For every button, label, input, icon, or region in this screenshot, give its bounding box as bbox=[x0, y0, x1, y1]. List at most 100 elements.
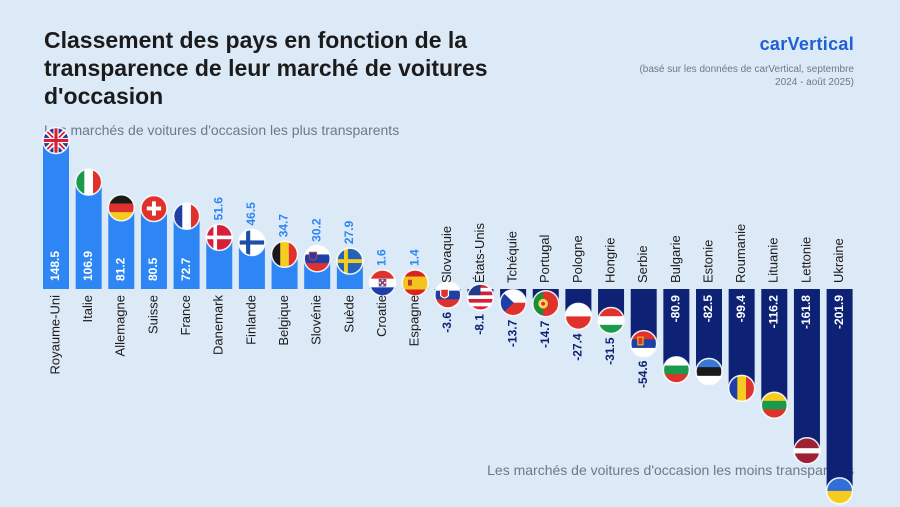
value-label: 30.2 bbox=[309, 218, 323, 242]
bulgaria-flag-icon-ring bbox=[662, 356, 691, 384]
category-label: Slovaquie bbox=[439, 226, 454, 283]
subtitle-most-transparent: Les marchés de voitures d'occasion les p… bbox=[44, 122, 400, 138]
bar bbox=[761, 289, 788, 406]
value-label: 1.4 bbox=[407, 249, 421, 266]
bulgaria-flag-icon bbox=[663, 356, 690, 383]
ukraine-flag-icon bbox=[826, 477, 853, 504]
value-label: 51.6 bbox=[211, 197, 225, 221]
value-label: -8.1 bbox=[473, 314, 487, 335]
slovenia-flag-icon-ring bbox=[303, 245, 331, 273]
category-label: Pologne bbox=[570, 235, 585, 283]
serbia-flag-icon-ring bbox=[629, 329, 658, 358]
value-label: -201.9 bbox=[832, 295, 846, 329]
category-label: Estonie bbox=[700, 240, 715, 283]
belgium-flag-icon-ring bbox=[270, 240, 299, 269]
latvia-flag-icon-ring bbox=[793, 437, 821, 465]
category-label: Danemark bbox=[211, 295, 226, 355]
czechia-flag-icon-ring bbox=[499, 288, 527, 317]
poland-flag-icon bbox=[565, 303, 592, 330]
category-label: Portugal bbox=[537, 234, 552, 283]
category-label: Lituanie bbox=[766, 237, 781, 283]
usa-flag-icon bbox=[467, 284, 494, 311]
value-label: 46.5 bbox=[244, 202, 258, 226]
croatia-flag-icon bbox=[369, 270, 396, 296]
romania-flag-icon bbox=[728, 375, 755, 402]
denmark-flag-icon-ring bbox=[205, 223, 233, 252]
chart-title: Classement des pays en fonction de la tr… bbox=[44, 27, 488, 109]
value-label: -116.2 bbox=[766, 295, 780, 329]
category-label: Suisse bbox=[145, 295, 160, 334]
bar bbox=[75, 182, 102, 289]
value-label: -161.8 bbox=[799, 295, 813, 329]
category-label: Lettonie bbox=[798, 237, 813, 283]
finland-flag-icon-ring bbox=[238, 228, 266, 257]
bar bbox=[793, 289, 820, 451]
value-label: -31.5 bbox=[603, 337, 617, 365]
value-label: 1.6 bbox=[375, 249, 389, 266]
slovenia-flag-icon bbox=[304, 245, 331, 272]
category-label: Suède bbox=[341, 295, 356, 333]
france-flag-icon bbox=[173, 203, 200, 230]
romania-flag-icon-ring bbox=[727, 374, 756, 403]
italy-flag-icon-ring bbox=[74, 168, 103, 196]
value-label: 106.9 bbox=[81, 251, 95, 281]
hungary-flag-icon bbox=[598, 307, 625, 334]
bar bbox=[728, 289, 755, 389]
germany-flag-icon bbox=[108, 194, 135, 221]
lithuania-flag-icon bbox=[761, 392, 788, 419]
value-label: 81.2 bbox=[113, 257, 127, 281]
slovakia-flag-icon-ring bbox=[434, 281, 462, 309]
category-label: Royaume-Uni bbox=[47, 295, 62, 375]
category-label: Italie bbox=[80, 295, 95, 322]
value-label: -27.4 bbox=[571, 333, 585, 361]
category-label: Allemagne bbox=[113, 295, 128, 356]
value-label: -14.7 bbox=[538, 320, 552, 348]
value-label: 72.7 bbox=[179, 257, 193, 281]
estonia-flag-icon-ring bbox=[695, 357, 723, 386]
category-label: Tchéquie bbox=[505, 231, 520, 283]
value-label: -54.6 bbox=[636, 360, 650, 388]
value-label: 80.5 bbox=[146, 257, 160, 281]
bar bbox=[826, 289, 853, 491]
value-label: -82.5 bbox=[701, 295, 715, 323]
category-label: États-Unis bbox=[472, 223, 487, 283]
value-label: -99.4 bbox=[734, 295, 748, 323]
value-label: 148.5 bbox=[48, 251, 62, 281]
category-label: Croatie bbox=[374, 295, 389, 337]
croatia-flag-icon-ring bbox=[368, 269, 397, 297]
value-label: 34.7 bbox=[277, 214, 291, 238]
category-label: Slovénie bbox=[309, 295, 324, 345]
category-label: Belgique bbox=[276, 295, 291, 346]
source-note: (basé sur les données de carVertical, se… bbox=[639, 64, 854, 88]
estonia-flag-icon bbox=[696, 358, 722, 385]
lithuania-flag-icon-ring bbox=[760, 391, 789, 419]
brand-logo: carVertical bbox=[759, 34, 854, 54]
slovakia-flag-icon bbox=[434, 282, 461, 308]
hungary-flag-icon-ring bbox=[597, 306, 625, 335]
value-label: -3.6 bbox=[440, 312, 454, 333]
value-label: -80.9 bbox=[669, 295, 683, 323]
category-label: Bulgarie bbox=[668, 235, 683, 283]
spain-flag-icon-ring bbox=[401, 269, 429, 297]
czechia-flag-icon bbox=[500, 289, 527, 316]
category-label: Finlande bbox=[243, 295, 258, 345]
usa-flag-icon-ring bbox=[466, 283, 495, 311]
category-label: Espagne bbox=[407, 295, 422, 346]
sweden-flag-icon-ring bbox=[336, 247, 364, 275]
category-label: Serbie bbox=[635, 245, 650, 283]
france-flag-icon-ring bbox=[172, 202, 201, 231]
category-label: Roumanie bbox=[733, 224, 748, 283]
germany-flag-icon-ring bbox=[107, 194, 136, 222]
value-label: -13.7 bbox=[505, 319, 519, 347]
category-label: Hongrie bbox=[602, 237, 617, 283]
switzerland-flag-icon-ring bbox=[140, 194, 168, 223]
subtitle-least-transparent: Les marchés de voitures d'occasion les m… bbox=[487, 462, 854, 478]
uk-flag-icon-ring bbox=[42, 126, 70, 155]
serbia-flag-icon bbox=[630, 330, 657, 357]
belgium-flag-icon bbox=[271, 241, 298, 268]
value-label: 27.9 bbox=[342, 220, 356, 244]
italy-flag-icon bbox=[75, 169, 102, 196]
category-label: France bbox=[178, 295, 193, 335]
ukraine-flag-icon-ring bbox=[825, 477, 854, 505]
